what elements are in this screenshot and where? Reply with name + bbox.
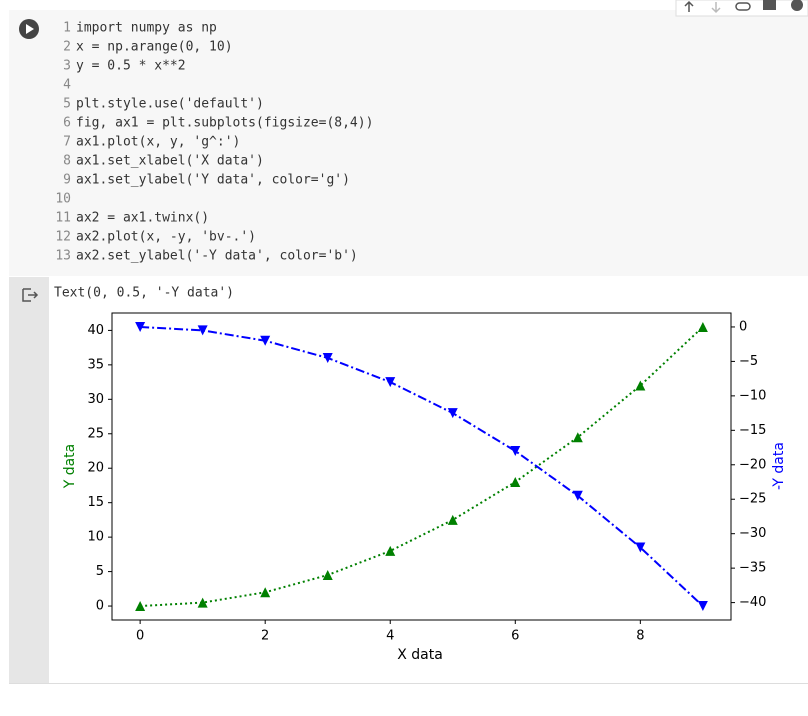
marker <box>322 352 333 363</box>
output-text: Text(0, 0.5, '-Y data') <box>54 286 234 301</box>
x-tick-label: 8 <box>636 629 644 644</box>
y-tick-label: 15 <box>87 495 104 510</box>
marker <box>135 321 146 332</box>
code-line: ax2 = ax1.twinx() <box>76 211 209 226</box>
line-number: 5 <box>63 97 71 112</box>
line-number: 13 <box>55 249 71 264</box>
y2-tick-label: −40 <box>739 595 766 610</box>
output-gutter <box>9 277 49 683</box>
code-line: ax2.plot(x, -y, 'bv-.') <box>76 230 256 245</box>
settings-icon[interactable] <box>791 0 803 11</box>
marker <box>135 601 146 612</box>
y-tick-label: 30 <box>87 392 104 407</box>
code-line: import numpy as np <box>76 21 217 36</box>
marker <box>635 542 646 553</box>
move-up-icon[interactable] <box>684 0 694 12</box>
code-line: fig, ax1 = plt.subplots(figsize=(8,4)) <box>76 116 373 131</box>
y2-tick-label: −20 <box>739 457 766 472</box>
marker <box>510 445 521 456</box>
line-number: 3 <box>63 59 71 74</box>
cell-border <box>9 683 808 684</box>
line-number: 11 <box>55 211 71 226</box>
run-icon <box>26 24 34 34</box>
marker <box>447 408 458 419</box>
y-tick-label: 0 <box>96 599 104 614</box>
y-tick-label: 25 <box>87 426 104 441</box>
code-line: plt.style.use('default') <box>76 97 264 112</box>
output-icon <box>22 288 39 302</box>
marker <box>697 321 708 332</box>
code-cell <box>9 10 808 276</box>
x-axis-label: X data <box>397 647 443 663</box>
series-line <box>140 326 704 608</box>
code-line: ax2.set_ylabel('-Y data', color='b') <box>76 249 358 264</box>
x-tick-label: 0 <box>136 629 144 644</box>
comment-icon[interactable] <box>763 0 776 10</box>
code-line: y = 0.5 * x**2 <box>76 59 186 74</box>
y2-tick-label: −10 <box>739 388 766 403</box>
marker <box>197 597 208 608</box>
y2-tick-label: −25 <box>739 492 766 507</box>
move-down-icon[interactable] <box>711 2 721 14</box>
line-number: 9 <box>63 173 71 188</box>
series-line <box>140 325 704 607</box>
code-line: ax1.set_xlabel('X data') <box>76 154 264 169</box>
x-tick-label: 6 <box>511 629 519 644</box>
y2-tick-label: −30 <box>739 526 766 541</box>
y2-tick-label: −35 <box>739 561 766 576</box>
marker <box>322 570 333 581</box>
line-number: 1 <box>63 21 71 36</box>
line-number: 2 <box>63 40 71 55</box>
link-icon[interactable] <box>735 2 751 11</box>
marker <box>510 477 521 488</box>
plot-frame <box>111 312 732 621</box>
x-tick-label: 2 <box>261 629 269 644</box>
y-tick-label: 20 <box>87 461 104 476</box>
line-number: 12 <box>55 230 71 245</box>
y-tick-label: 35 <box>87 357 104 372</box>
marker <box>385 545 396 556</box>
marker <box>572 490 583 501</box>
y-tick-label: 40 <box>87 323 104 338</box>
y2-tick-label: −15 <box>739 423 766 438</box>
marker <box>572 432 583 443</box>
x-tick-label: 4 <box>386 629 394 644</box>
marker <box>260 587 271 598</box>
marker <box>260 335 271 346</box>
marker <box>385 377 396 388</box>
line-number: 10 <box>55 192 71 207</box>
line-number: 8 <box>63 154 71 169</box>
marker <box>197 325 208 336</box>
code-line: x = np.arange(0, 10) <box>76 40 233 55</box>
y-tick-label: 10 <box>87 530 104 545</box>
line-number: 6 <box>63 116 71 131</box>
marker <box>635 380 646 391</box>
line-number: 4 <box>63 78 71 93</box>
y-tick-label: 5 <box>96 564 104 579</box>
y2-tick-label: −5 <box>739 354 758 369</box>
y2-axis-label: -Y data <box>771 442 787 490</box>
marker <box>447 514 458 525</box>
y-axis-label: Y data <box>62 444 78 490</box>
marker <box>697 601 708 612</box>
code-line: ax1.set_ylabel('Y data', color='g') <box>76 173 350 188</box>
y2-tick-label: 0 <box>739 319 747 334</box>
code-line: ax1.plot(x, y, 'g^:') <box>76 135 240 150</box>
line-number: 7 <box>63 135 71 150</box>
